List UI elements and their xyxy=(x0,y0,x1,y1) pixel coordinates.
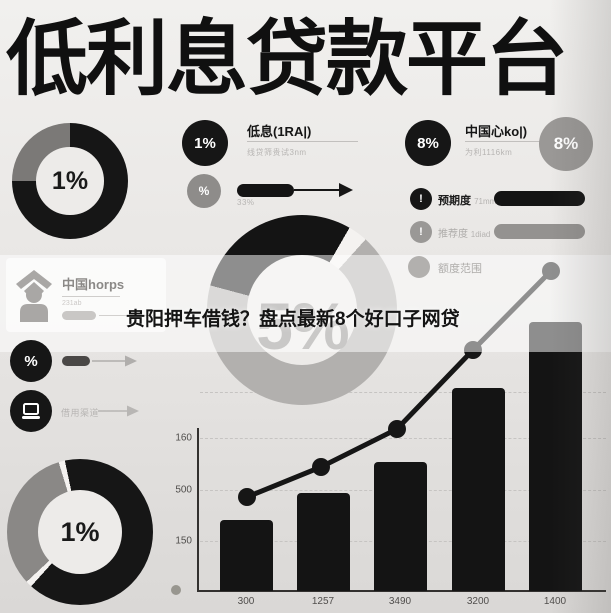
x-tick-label: 3200 xyxy=(466,596,490,607)
channel-label: 借用渠道 xyxy=(61,408,100,418)
progress-bar-small xyxy=(62,356,90,366)
donut-chart-top-left: 1% xyxy=(12,123,128,239)
bar xyxy=(529,322,582,591)
panel-low-subtitle: 线贷筛贵试3nm xyxy=(247,148,307,157)
y-axis xyxy=(197,428,199,591)
dot-icon xyxy=(408,256,430,278)
card-divider xyxy=(62,296,120,297)
cn-badge: 8% xyxy=(405,120,451,166)
metric-name: 预期度 xyxy=(438,195,471,207)
bar xyxy=(297,493,350,591)
metric-name: 推荐度 xyxy=(438,229,468,240)
card-subtitle: 231ab xyxy=(62,300,82,307)
percent-badge: % xyxy=(10,340,52,382)
card-line xyxy=(99,315,153,316)
progress-bar xyxy=(237,184,294,197)
x-tick-label: 1400 xyxy=(543,596,567,607)
bar xyxy=(374,462,427,591)
metric-name: 额度范围 xyxy=(438,263,482,275)
axis-origin-dot xyxy=(171,585,181,595)
donut-chart-bottom-left: 1% xyxy=(7,459,153,605)
bar xyxy=(452,388,505,591)
panel-cn-title: 中国心ko|) xyxy=(465,124,528,139)
donut-hole: 1% xyxy=(36,147,104,215)
metric-bar xyxy=(494,224,585,239)
metric-row-label: 预期度 71mm xyxy=(438,192,496,208)
metric-row-label: 推荐度 1diad xyxy=(438,225,490,240)
divider xyxy=(465,141,568,142)
card-title: 中国horps xyxy=(62,277,125,292)
panel-low-caption: 33% xyxy=(237,198,255,207)
y-tick-label: 160 xyxy=(175,432,192,444)
percent-badge: % xyxy=(187,174,221,208)
metric-row-label: 额度范围 xyxy=(438,260,482,276)
y-tick-label: 150 xyxy=(175,535,192,547)
x-tick-label: 1257 xyxy=(311,596,335,607)
divider xyxy=(247,141,358,142)
laptop-icon xyxy=(10,390,52,432)
card-progress-bar xyxy=(62,311,96,320)
metric-sub: 71mm xyxy=(474,197,497,206)
line-marker xyxy=(388,420,406,438)
donut-top-left-value: 1% xyxy=(51,166,89,195)
status-icon: ! xyxy=(410,221,432,243)
donut-hole: 1% xyxy=(37,489,123,575)
panel-cn-subtitle: 为利1116km xyxy=(465,148,513,157)
poster-title: 低利息贷款平台 xyxy=(6,14,568,105)
y-tick-label: 500 xyxy=(175,484,192,496)
metric-sub: 1diad xyxy=(470,230,491,239)
x-tick-label: 3490 xyxy=(388,596,412,607)
house-icon xyxy=(16,270,52,322)
donut-bottom-left-value: 1% xyxy=(60,516,100,547)
status-icon: ! xyxy=(410,188,432,210)
x-axis xyxy=(197,590,606,592)
metric-bar xyxy=(494,191,585,206)
x-tick-label: 300 xyxy=(237,596,255,607)
cn-badge-secondary: 8% xyxy=(539,117,593,171)
horps-card: 中国horps 231ab xyxy=(6,258,166,332)
line-marker xyxy=(312,458,330,476)
bar xyxy=(220,520,273,591)
panel-low-title: 低息(1RA|) xyxy=(247,124,312,139)
rate-badge: 1% xyxy=(182,120,228,166)
headline-text: 贵阳押车借钱？盘点最新8个好口子网贷 xyxy=(126,309,460,330)
